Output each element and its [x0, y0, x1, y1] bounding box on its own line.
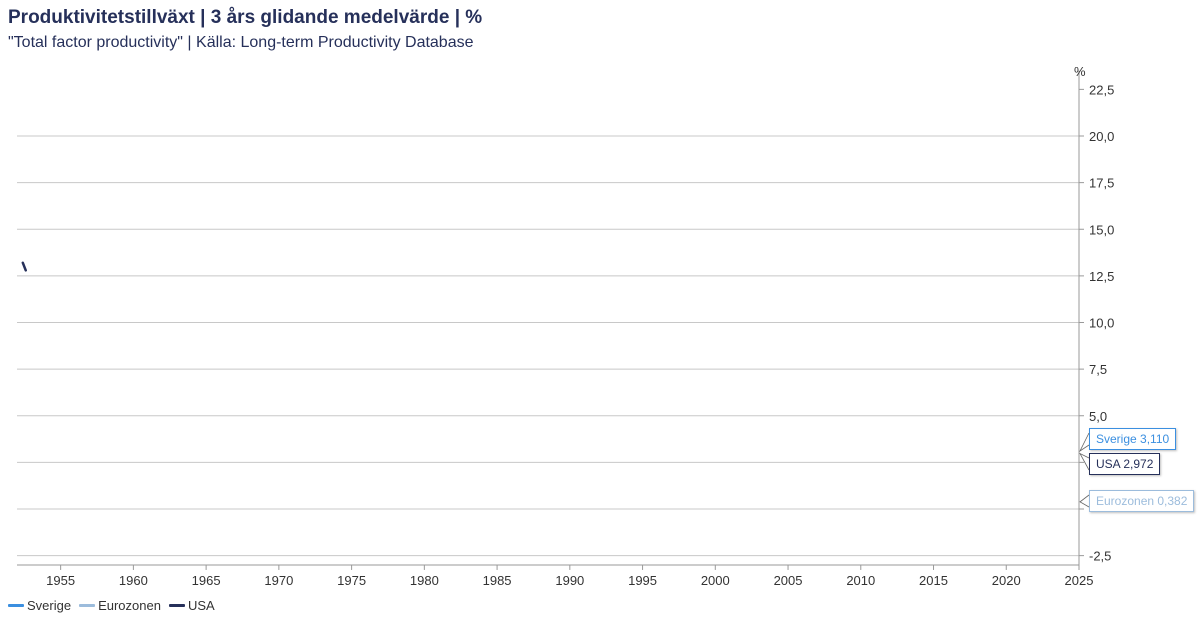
- y-tick-label: 20,0: [1089, 129, 1114, 144]
- callout-pointers: [1080, 433, 1089, 507]
- series-lines: [23, 263, 26, 270]
- x-tick-label: 2000: [701, 573, 730, 588]
- x-tick-label: 2015: [919, 573, 948, 588]
- y-tick-label: 17,5: [1089, 176, 1114, 191]
- y-tick-label: 12,5: [1089, 269, 1114, 284]
- x-tick-label: 1995: [628, 573, 657, 588]
- legend-swatch-eurozonen: [79, 604, 95, 607]
- callout-pointer: [1080, 454, 1089, 470]
- legend-item-usa[interactable]: USA: [169, 598, 215, 613]
- x-tick-label: 2010: [846, 573, 875, 588]
- x-tick-label: 1990: [555, 573, 584, 588]
- x-tick-label: 1980: [410, 573, 439, 588]
- y-tick-label: -2,5: [1089, 549, 1111, 564]
- callout-pointer: [1080, 433, 1089, 451]
- y-tick-label: 5,0: [1089, 409, 1107, 424]
- callout-pointer: [1080, 495, 1089, 507]
- x-tick-label: 2025: [1065, 573, 1094, 588]
- legend-label-usa: USA: [188, 598, 215, 613]
- x-tick-label: 1960: [119, 573, 148, 588]
- end-label: USA 2,972: [1089, 453, 1160, 475]
- legend-swatch-usa: [169, 604, 185, 607]
- x-tick-labels: 1955 1960 1965 1970 1975 1980 1985 1990 1995 2000…: [46, 565, 1093, 588]
- series-line-usa[interactable]: [23, 263, 26, 270]
- y-tick-label: 10,0: [1089, 316, 1114, 331]
- x-tick-label: 1975: [337, 573, 366, 588]
- legend-swatch-sverige: [8, 604, 24, 607]
- axes: [17, 71, 1079, 565]
- y-tick-label: 22,5: [1089, 82, 1114, 97]
- y-tick-label: 7,5: [1089, 362, 1107, 377]
- grid-lines: [17, 89, 1084, 555]
- x-tick-label: 1965: [192, 573, 221, 588]
- x-tick-label: 2005: [774, 573, 803, 588]
- legend-item-eurozonen[interactable]: Eurozonen: [79, 598, 161, 613]
- x-tick-label: 1985: [483, 573, 512, 588]
- x-tick-label: 2020: [992, 573, 1021, 588]
- legend: Sverige Eurozonen USA: [8, 598, 217, 613]
- legend-item-sverige[interactable]: Sverige: [8, 598, 71, 613]
- x-tick-label: 1970: [264, 573, 293, 588]
- y-tick-label: 15,0: [1089, 222, 1114, 237]
- y-unit-label: %: [1074, 64, 1086, 79]
- x-tick-label: 1955: [46, 573, 75, 588]
- legend-label-sverige: Sverige: [27, 598, 71, 613]
- legend-label-eurozonen: Eurozonen: [98, 598, 161, 613]
- end-label: Sverige 3,110: [1089, 428, 1176, 450]
- end-label: Eurozonen 0,382: [1089, 490, 1194, 512]
